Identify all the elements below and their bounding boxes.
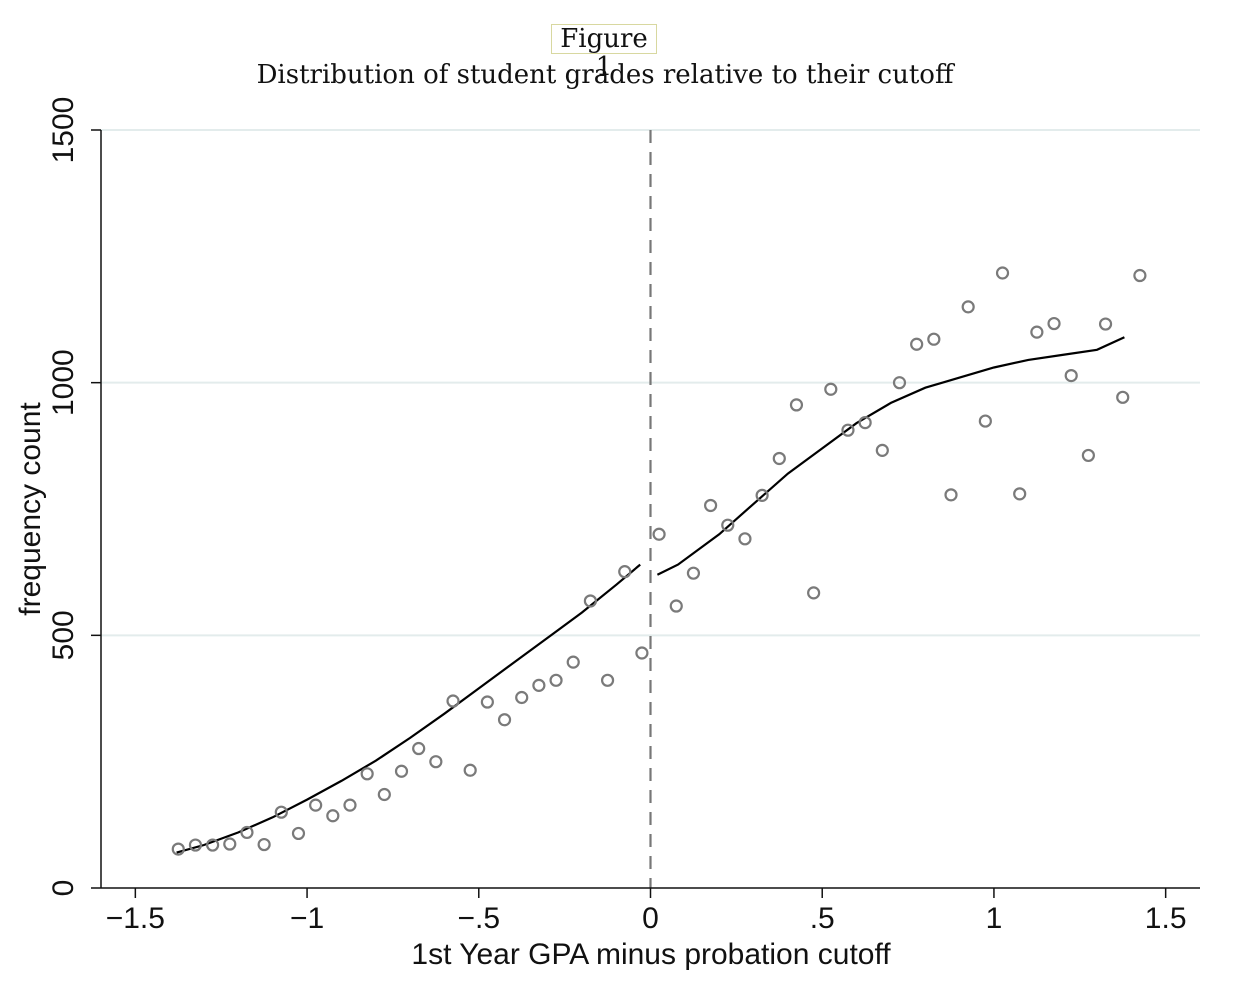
data-point (807, 586, 821, 600)
data-point (721, 518, 735, 532)
data-point (910, 337, 924, 351)
data-point (652, 527, 666, 541)
data-point (188, 838, 203, 852)
data-point (635, 646, 649, 660)
x-tick-label: 1 (986, 902, 1003, 935)
fit-line-right (656, 336, 1125, 576)
x-tick-label: −.5 (458, 902, 501, 935)
data-point (600, 673, 615, 687)
data-point (394, 764, 409, 778)
y-axis-label: frequency count (14, 402, 47, 616)
data-point (377, 787, 391, 802)
data-points (171, 266, 1147, 856)
data-point (755, 488, 769, 502)
data-point (704, 498, 718, 513)
data-point (497, 713, 512, 727)
data-point (446, 694, 460, 708)
data-point (1047, 316, 1061, 331)
data-point (1064, 368, 1078, 383)
data-point (961, 300, 975, 314)
data-point (549, 673, 563, 687)
data-point (875, 443, 889, 457)
figure-label: Figure 1 (551, 24, 657, 81)
y-tick-label: 0 (47, 880, 80, 897)
data-point (824, 382, 838, 396)
tick-labels: 0 500 1000 1500 −1.5 −1 −.5 0 .5 1 1.5 (47, 97, 1187, 935)
data-point (343, 798, 357, 812)
y-tick-label: 500 (47, 610, 80, 660)
data-point (566, 655, 580, 669)
data-point (223, 837, 237, 851)
data-point (789, 398, 804, 412)
data-point (1030, 325, 1044, 339)
x-tick-label: 1.5 (1145, 902, 1187, 935)
data-point (669, 599, 683, 613)
data-point (927, 332, 941, 346)
figure-title: Distribution of student grades relative … (256, 60, 954, 90)
data-point (686, 566, 701, 580)
data-point (583, 594, 597, 608)
data-point (738, 532, 752, 546)
data-point (274, 805, 288, 819)
data-point (858, 415, 872, 430)
data-point (944, 488, 958, 502)
data-point (532, 678, 546, 692)
fit-line-left (176, 563, 641, 854)
data-point (1081, 448, 1095, 463)
data-point (1098, 317, 1113, 331)
data-point (463, 763, 477, 777)
data-point (326, 809, 340, 823)
data-point (291, 826, 306, 841)
data-point (978, 414, 992, 428)
data-point (995, 266, 1010, 280)
data-point (412, 741, 426, 756)
data-point (206, 838, 220, 852)
y-tick-label: 1500 (47, 97, 80, 164)
x-tick-label: 0 (642, 902, 659, 935)
x-tick-label: .5 (810, 902, 835, 935)
data-point (515, 690, 529, 705)
axes (91, 129, 1200, 898)
data-point (257, 837, 271, 852)
data-point (841, 423, 855, 437)
data-point (360, 767, 374, 781)
data-point (171, 842, 185, 856)
data-point (772, 451, 786, 466)
data-point (618, 565, 632, 579)
data-point (240, 825, 254, 840)
x-tick-label: −1.5 (106, 902, 165, 935)
x-tick-label: −1 (290, 902, 324, 935)
x-axis-label: 1st Year GPA minus probation cutoff (411, 938, 891, 971)
data-point (892, 376, 907, 390)
data-point (309, 798, 323, 812)
data-point (1013, 487, 1027, 501)
data-point (1116, 390, 1130, 404)
data-point (480, 695, 494, 709)
data-point (1133, 268, 1147, 283)
y-tick-label: 1000 (47, 349, 80, 416)
data-point (429, 755, 443, 769)
